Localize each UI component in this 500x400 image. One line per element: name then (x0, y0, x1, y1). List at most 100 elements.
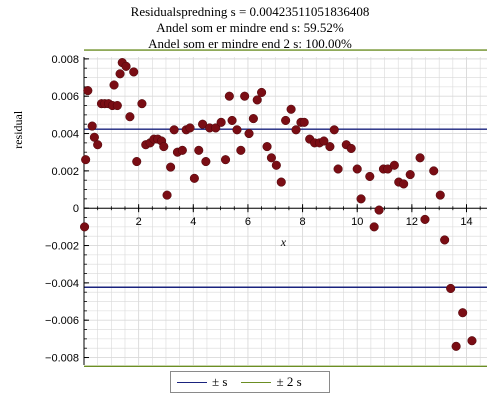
data-points (79, 58, 477, 351)
data-point (89, 132, 99, 142)
x-axis-label: x (280, 235, 287, 249)
data-point (420, 214, 430, 224)
chart-subtitle-2: Andel som er mindre end 2 s: 100.00% (148, 36, 352, 51)
data-point (109, 80, 119, 90)
data-point (112, 100, 122, 111)
data-point (257, 87, 267, 98)
y-tick-label: 0.004 (51, 129, 79, 141)
data-point (166, 162, 176, 172)
data-point (458, 308, 468, 318)
data-point (201, 156, 211, 167)
data-point (271, 160, 281, 170)
x-tick-label: 12 (406, 216, 418, 228)
legend-item-2s: ± 2 s (241, 374, 302, 390)
x-tick-label: 2 (136, 216, 142, 228)
data-point (220, 155, 231, 165)
data-point (356, 194, 366, 204)
reference-lines (84, 49, 487, 368)
data-point (224, 91, 234, 101)
y-tick-label: 0.006 (51, 91, 79, 103)
data-point (169, 125, 179, 135)
data-point (281, 115, 291, 126)
y-tick-label: −0.008 (45, 353, 79, 365)
data-point (405, 170, 415, 180)
chart-legend: ± s ± 2 s (170, 371, 330, 393)
data-point (286, 104, 296, 114)
data-point (162, 190, 172, 200)
chart-axes (83, 57, 487, 365)
data-point (365, 171, 375, 182)
data-point (389, 160, 399, 170)
y-tick-label: −0.002 (45, 241, 79, 253)
data-point (159, 142, 169, 152)
data-point (333, 164, 343, 174)
data-point (352, 164, 362, 174)
data-point (415, 153, 425, 163)
chart-subtitle-1: Andel som er mindre end s: 59.52% (156, 20, 344, 35)
data-point (399, 179, 409, 189)
data-point (240, 91, 250, 101)
y-tick-label: 0.008 (51, 54, 79, 66)
x-tick-label: 8 (300, 216, 306, 228)
data-point (262, 142, 272, 152)
chart-title-block: Residualspredning s = 0.0042351105183640… (0, 4, 500, 52)
data-point (79, 222, 90, 232)
y-tick-label: 0 (73, 203, 79, 215)
x-tick-label: 4 (190, 216, 196, 228)
data-point (236, 145, 246, 155)
data-point (81, 155, 91, 165)
data-point (429, 166, 439, 176)
data-point (266, 153, 276, 163)
x-tick-label: 6 (245, 216, 251, 228)
data-point (189, 173, 199, 183)
data-point (87, 121, 97, 131)
legend-label-2s: ± 2 s (276, 374, 302, 389)
data-point (198, 119, 208, 129)
data-point (129, 67, 139, 77)
y-tick-label: 0.002 (51, 166, 79, 178)
x-tick-label: 14 (460, 216, 472, 228)
data-point (252, 95, 262, 105)
legend-swatch-s (177, 381, 207, 383)
data-point (276, 177, 286, 187)
legend-swatch-2s (241, 381, 272, 383)
data-point (440, 235, 450, 245)
data-point (216, 117, 226, 127)
data-point (451, 341, 461, 351)
data-point (115, 69, 125, 79)
data-point (132, 156, 142, 167)
chart-labels: 2 4 6 8 10 12 14 0.008 0.006 0.004 0.002 0 −0.002 −0.… (11, 54, 473, 365)
data-point (93, 140, 103, 150)
y-tick-label: −0.006 (45, 315, 79, 327)
data-point (125, 112, 135, 122)
data-point (232, 125, 242, 135)
data-point (244, 128, 254, 139)
data-point (369, 222, 379, 232)
data-point (211, 123, 221, 133)
data-point (185, 123, 195, 133)
data-point (194, 145, 204, 155)
data-point (227, 115, 237, 126)
data-point (467, 336, 477, 346)
y-tick-label: −0.004 (45, 278, 79, 290)
legend-item-s: ± s (177, 374, 227, 390)
x-tick-label: 10 (351, 216, 363, 228)
data-point (299, 117, 309, 127)
data-point (346, 143, 356, 154)
data-point (248, 114, 258, 124)
data-point (435, 190, 445, 200)
legend-label-s: ± s (212, 374, 228, 389)
data-point (121, 61, 131, 71)
data-point (325, 142, 335, 152)
data-point (374, 205, 384, 215)
y-axis-label: residual (11, 110, 25, 149)
data-point (329, 125, 339, 135)
data-point (83, 86, 93, 96)
data-point (319, 136, 329, 146)
chart-title: Residualspredning s = 0.0042351105183640… (130, 4, 370, 19)
data-point (446, 283, 456, 294)
data-point (177, 145, 187, 155)
data-point (291, 125, 301, 135)
data-point (137, 99, 147, 109)
